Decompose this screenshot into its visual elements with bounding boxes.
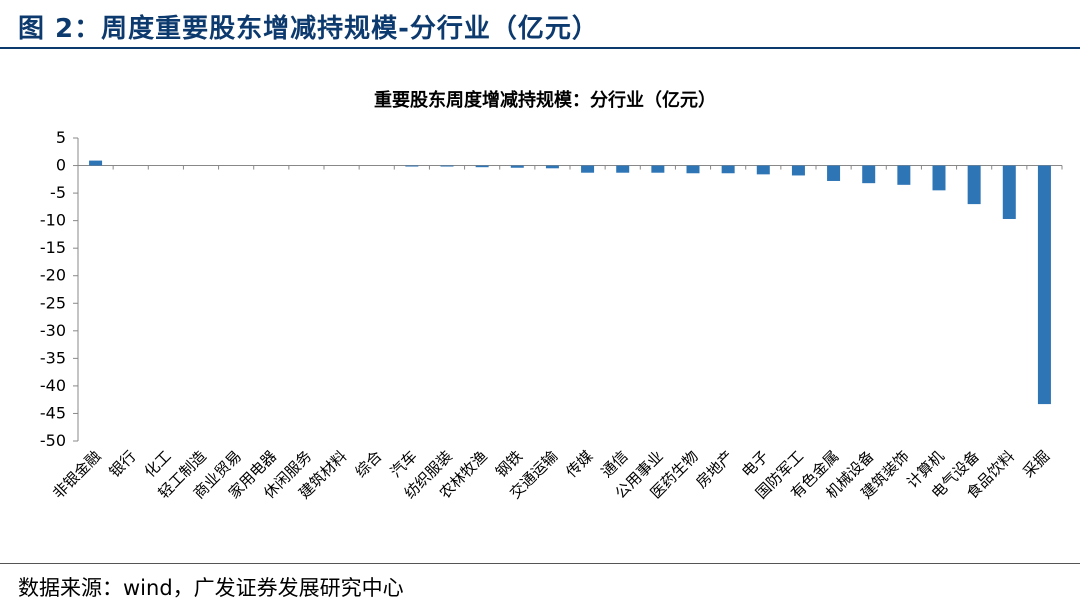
x-category-label: 非银金融 bbox=[49, 447, 104, 502]
bar bbox=[827, 165, 841, 181]
chart-axes: 5 0 -5 -10 -15 -20 -25 -30 -35 -40 -45 -50 bbox=[40, 128, 1063, 450]
bar-chart: 重要股东周度增减持规模：分行业（亿元） 5 0 -5 -10 -15 -20 -25 -30 -… bbox=[40, 89, 1063, 502]
bar bbox=[651, 165, 665, 173]
x-category-label: 房地产 bbox=[692, 447, 737, 492]
x-category-label: 传媒 bbox=[562, 447, 596, 481]
y-tick-label: -10 bbox=[40, 211, 66, 230]
bar bbox=[897, 165, 911, 185]
figure-header: 图 2：周度重要股东增减持规模-分行业（亿元） bbox=[0, 0, 1080, 48]
bar bbox=[89, 160, 103, 166]
chart-bars bbox=[89, 160, 1051, 405]
x-category-label: 采掘 bbox=[1019, 447, 1053, 481]
figure-title: 图 2：周度重要股东增减持规模-分行业（亿元） bbox=[18, 14, 599, 44]
source-note: 数据来源：wind，广发证券发展研究中心 bbox=[18, 576, 404, 600]
y-tick-label: -5 bbox=[50, 183, 66, 202]
bar bbox=[475, 165, 489, 168]
x-category-label: 银行 bbox=[106, 447, 140, 481]
x-category-label: 综合 bbox=[352, 447, 386, 481]
bar bbox=[756, 165, 770, 175]
y-tick-label: -30 bbox=[40, 321, 66, 340]
bar bbox=[932, 165, 946, 191]
y-tick-label: -35 bbox=[40, 348, 66, 367]
y-tick-label: -50 bbox=[40, 431, 66, 450]
bar bbox=[440, 165, 454, 167]
bar bbox=[510, 165, 524, 168]
y-tick-label: -15 bbox=[40, 238, 66, 257]
bar bbox=[721, 165, 735, 174]
y-tick-label: 5 bbox=[56, 128, 66, 147]
bar bbox=[686, 165, 700, 174]
bar bbox=[967, 165, 981, 205]
y-tick-label: -25 bbox=[40, 293, 66, 312]
bar bbox=[545, 165, 559, 169]
y-tick-label: -45 bbox=[40, 403, 66, 422]
bar bbox=[1037, 165, 1051, 405]
y-tick-label: 0 bbox=[56, 156, 66, 175]
header-divider bbox=[0, 47, 1080, 49]
chart-title: 重要股东周度增减持规模：分行业（亿元） bbox=[374, 89, 716, 111]
y-tick-label: -20 bbox=[40, 266, 66, 285]
bar bbox=[616, 165, 630, 173]
y-tick-label: -40 bbox=[40, 376, 66, 395]
footer-divider bbox=[0, 563, 1080, 564]
bar bbox=[791, 165, 805, 176]
bar bbox=[1002, 165, 1016, 219]
bar bbox=[405, 165, 419, 167]
bar bbox=[581, 165, 595, 173]
bar bbox=[862, 165, 876, 184]
